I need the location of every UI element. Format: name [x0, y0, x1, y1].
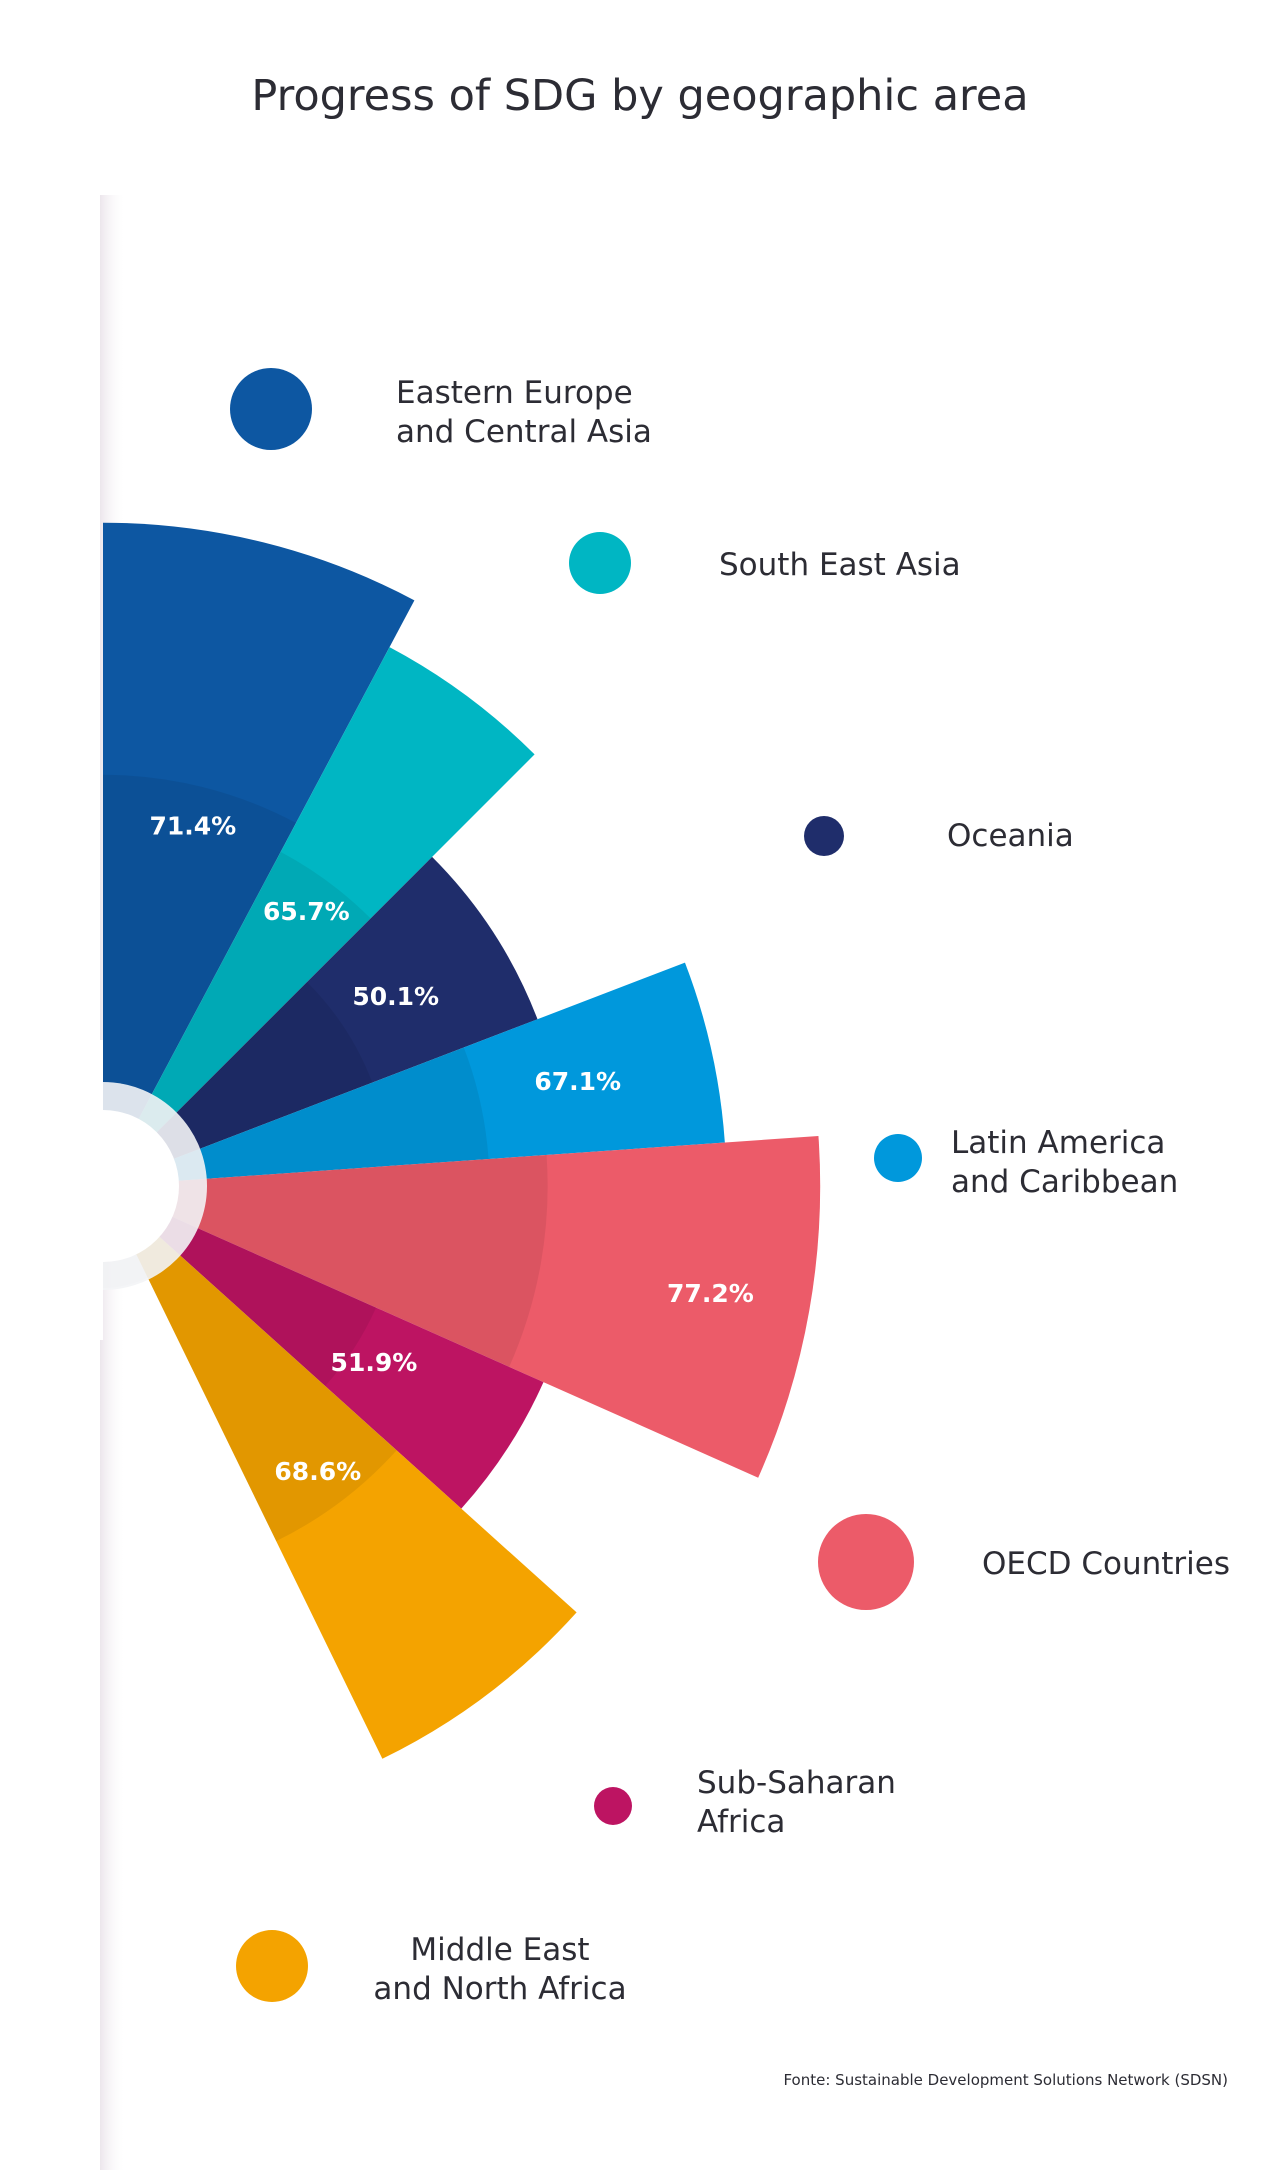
sector-oceania [103, 856, 538, 1186]
value-label-south-east-asia: 65.7% [263, 897, 350, 926]
legend-swatch [569, 532, 631, 594]
value-label-oceania: 50.1% [352, 982, 439, 1011]
sector-eastern-europe-and-central-asia [103, 522, 415, 1186]
legend-label: and North Africa [373, 1971, 626, 2007]
legend-label: Sub-Saharan [697, 1765, 896, 1801]
value-label-sub-saharan-africa: 51.9% [331, 1348, 418, 1377]
sector-shade-eastern-europe-and-central-asia [103, 774, 297, 1186]
sector-shade-south-east-asia [103, 851, 371, 1186]
legend-label: Eastern Europe [396, 375, 633, 411]
legend-label: and Central Asia [396, 414, 652, 450]
hub-mask [0, 1040, 103, 1340]
sector-middle-east-and-north-africa [103, 1186, 577, 1759]
value-label-latin-america-and-caribbean: 67.1% [534, 1067, 621, 1096]
source-note: Fonte: Sustainable Development Solutions… [783, 2071, 1228, 2089]
legend-swatch [230, 368, 312, 450]
value-label-group: 71.4% 65.7% 50.1% 67.1% 77.2% 51.9% 68.6% [149, 812, 753, 1486]
sector-latin-america-and-caribbean [103, 962, 725, 1186]
legend-swatch [804, 816, 844, 856]
sector-oecd-countries [103, 1135, 821, 1478]
value-label-oecd-countries: 77.2% [667, 1279, 754, 1308]
sector-south-east-asia [103, 647, 535, 1186]
legend-swatch [594, 1787, 632, 1825]
legend-item-oceania: Oceania [804, 816, 1074, 856]
value-label-eastern-europe-and-central-asia: 71.4% [149, 812, 236, 841]
legend-swatch [818, 1514, 914, 1610]
sector-group [103, 522, 821, 1759]
chart-title: Progress of SDG by geographic area [251, 71, 1028, 121]
legend-label: Latin America [951, 1125, 1165, 1161]
sector-shade-oecd-countries [103, 1154, 548, 1367]
legend-label: Middle East [410, 1932, 589, 1968]
legend-swatch [236, 1930, 308, 2002]
legend-label: and Caribbean [951, 1164, 1178, 1200]
legend-label: OECD Countries [982, 1546, 1230, 1582]
value-label-middle-east-and-north-africa: 68.6% [274, 1457, 361, 1486]
legend-label: South East Asia [719, 547, 961, 583]
legend-item-south-east-asia: South East Asia [569, 532, 961, 594]
legend-swatch [874, 1134, 922, 1182]
sector-sub-saharan-africa [103, 1186, 544, 1509]
legend-label: Oceania [947, 818, 1074, 854]
sector-shade-middle-east-and-north-africa [103, 1186, 397, 1542]
legend-item-oecd-countries: OECD Countries [818, 1514, 1230, 1610]
legend-label: Africa [697, 1804, 785, 1840]
